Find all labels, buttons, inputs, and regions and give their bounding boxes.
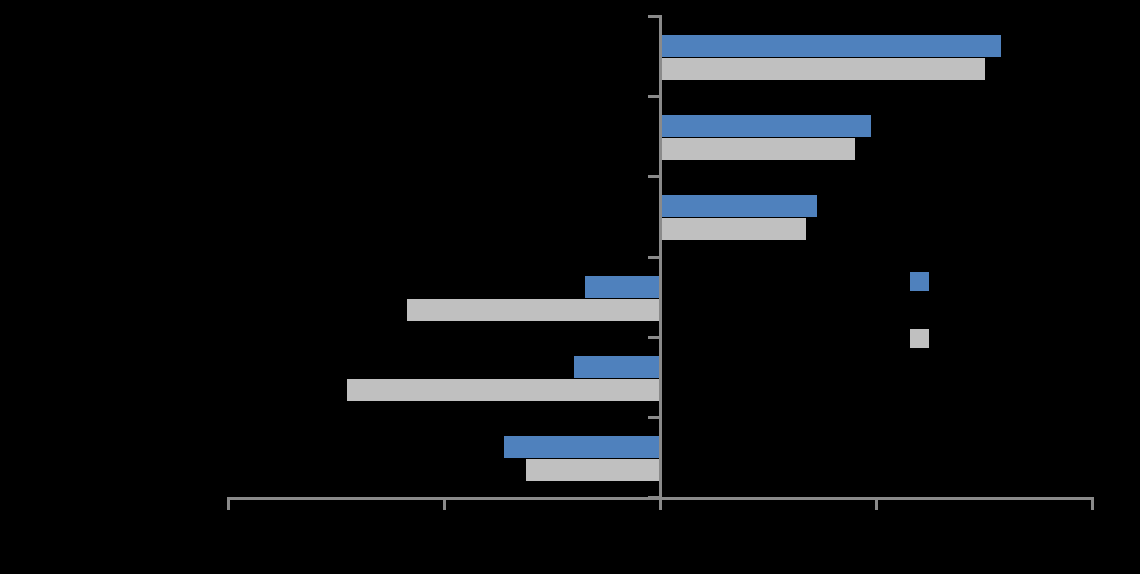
bar-blue-category-5: [574, 355, 661, 378]
legend-swatch-gray: [910, 329, 929, 348]
y-axis-tick: [648, 95, 662, 99]
bar-gray-category-6: [525, 458, 661, 481]
x-axis-tick: [1091, 497, 1094, 510]
y-axis-tick: [648, 415, 662, 419]
x-axis-tick: [443, 497, 446, 510]
y-axis-tick: [648, 335, 662, 339]
bar-blue-category-4: [584, 275, 661, 298]
bar-gray-category-3: [660, 218, 807, 241]
bar-gray-category-5: [347, 378, 661, 401]
bar-blue-category-1: [660, 35, 1001, 57]
y-axis-tick: [648, 15, 662, 18]
y-axis-tick: [648, 496, 662, 500]
x-axis-tick: [875, 497, 878, 510]
bar-gray-category-1: [660, 58, 985, 80]
bar-gray-category-2: [660, 138, 855, 161]
x-axis-tick: [227, 497, 230, 510]
bar-blue-category-2: [660, 115, 872, 138]
bar-gray-category-4: [406, 298, 661, 321]
x-axis-tick: [659, 497, 662, 510]
bar-blue-category-3: [660, 195, 818, 218]
legend-swatch-blue: [910, 272, 929, 291]
y-axis-tick: [648, 175, 662, 179]
bar-blue-category-6: [503, 435, 661, 458]
y-axis-tick: [648, 255, 662, 259]
